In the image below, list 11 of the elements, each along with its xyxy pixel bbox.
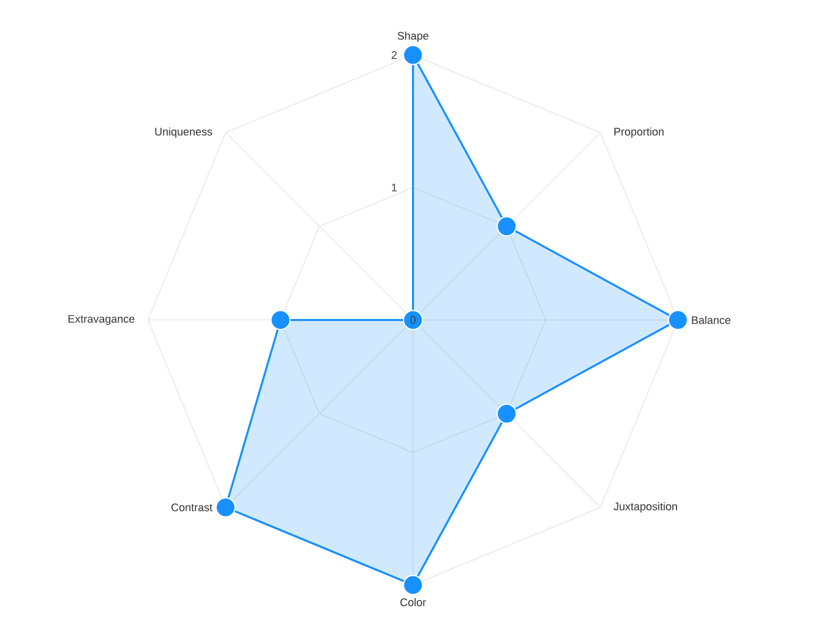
y-tick-label: 2 [392, 51, 397, 59]
spoke-label: Contrast [171, 503, 212, 512]
y-tick-label: 0 [410, 316, 416, 324]
spoke-label: Proportion [614, 127, 664, 138]
spoke-label: Uniqueness [155, 127, 212, 138]
y-tick-label: 1 [392, 184, 397, 192]
spoke-label: Juxtaposition [614, 502, 677, 512]
spoke-label: Shape [398, 32, 428, 42]
spoke-label: Extravagance [68, 315, 134, 325]
spoke-label: Balance [692, 316, 730, 324]
spoke-label: Color [400, 598, 426, 606]
